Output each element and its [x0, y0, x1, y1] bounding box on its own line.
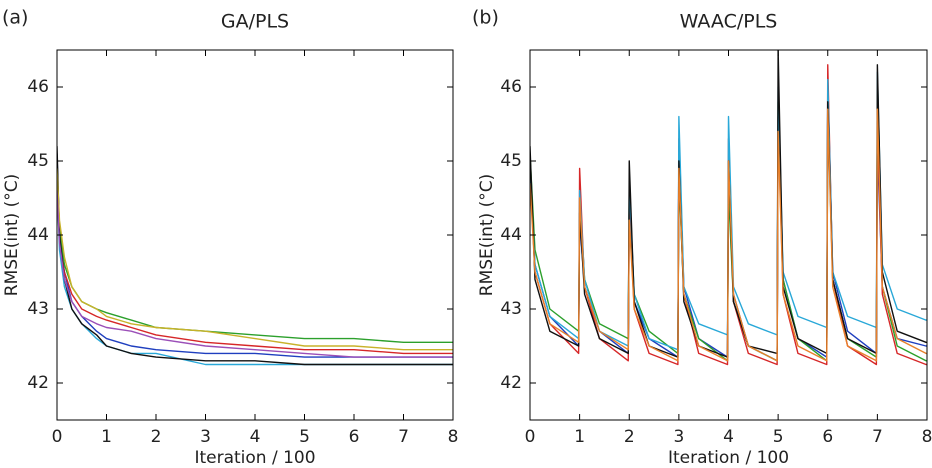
x-tick-label: 5 — [773, 427, 784, 447]
y-tick-label: 44 — [500, 225, 522, 245]
y-tick-label: 46 — [27, 77, 49, 97]
plot-area — [57, 146, 453, 366]
x-tick-label: 1 — [574, 427, 585, 447]
y-axis-label: RMSE(int) (°C) — [477, 174, 497, 296]
y-tick-label: 42 — [27, 373, 49, 393]
x-tick-label: 6 — [822, 427, 833, 447]
x-axis-label: Iteration / 100 — [668, 448, 789, 468]
y-tick-label: 46 — [500, 77, 522, 97]
series-line — [57, 168, 453, 343]
series-line — [57, 146, 453, 366]
x-tick-label: 7 — [872, 427, 883, 447]
series-line — [57, 153, 453, 358]
y-tick-label: 45 — [27, 151, 49, 171]
x-tick-label: 0 — [525, 427, 536, 447]
x-tick-label: 2 — [624, 427, 635, 447]
chart-title: GA/PLS — [221, 11, 289, 33]
x-tick-label: 5 — [299, 427, 310, 447]
panel-label: (a) — [2, 7, 28, 29]
x-tick-label: 2 — [151, 427, 162, 447]
x-tick-label: 7 — [398, 427, 409, 447]
plot-area — [530, 50, 927, 366]
x-axis-label: Iteration / 100 — [194, 448, 315, 468]
series-line — [530, 108, 927, 362]
x-tick-label: 3 — [673, 427, 684, 447]
x-tick-label: 4 — [723, 427, 734, 447]
series-line — [57, 168, 453, 351]
x-tick-label: 0 — [52, 427, 63, 447]
panel-label: (b) — [472, 7, 499, 29]
y-axis-label: RMSE(int) (°C) — [2, 174, 22, 296]
y-tick-label: 43 — [27, 299, 49, 319]
x-tick-label: 8 — [922, 427, 932, 447]
series-line — [57, 175, 453, 355]
y-tick-label: 42 — [500, 373, 522, 393]
x-tick-label: 8 — [448, 427, 459, 447]
series-line — [530, 71, 927, 351]
x-tick-label: 3 — [200, 427, 211, 447]
y-tick-label: 44 — [27, 225, 49, 245]
series-line — [57, 190, 453, 358]
x-tick-label: 4 — [250, 427, 261, 447]
series-line — [57, 183, 453, 366]
y-tick-label: 45 — [500, 151, 522, 171]
x-tick-label: 6 — [349, 427, 360, 447]
x-tick-label: 1 — [101, 427, 112, 447]
chart-title: WAAC/PLS — [680, 11, 778, 33]
y-tick-label: 43 — [500, 299, 522, 319]
